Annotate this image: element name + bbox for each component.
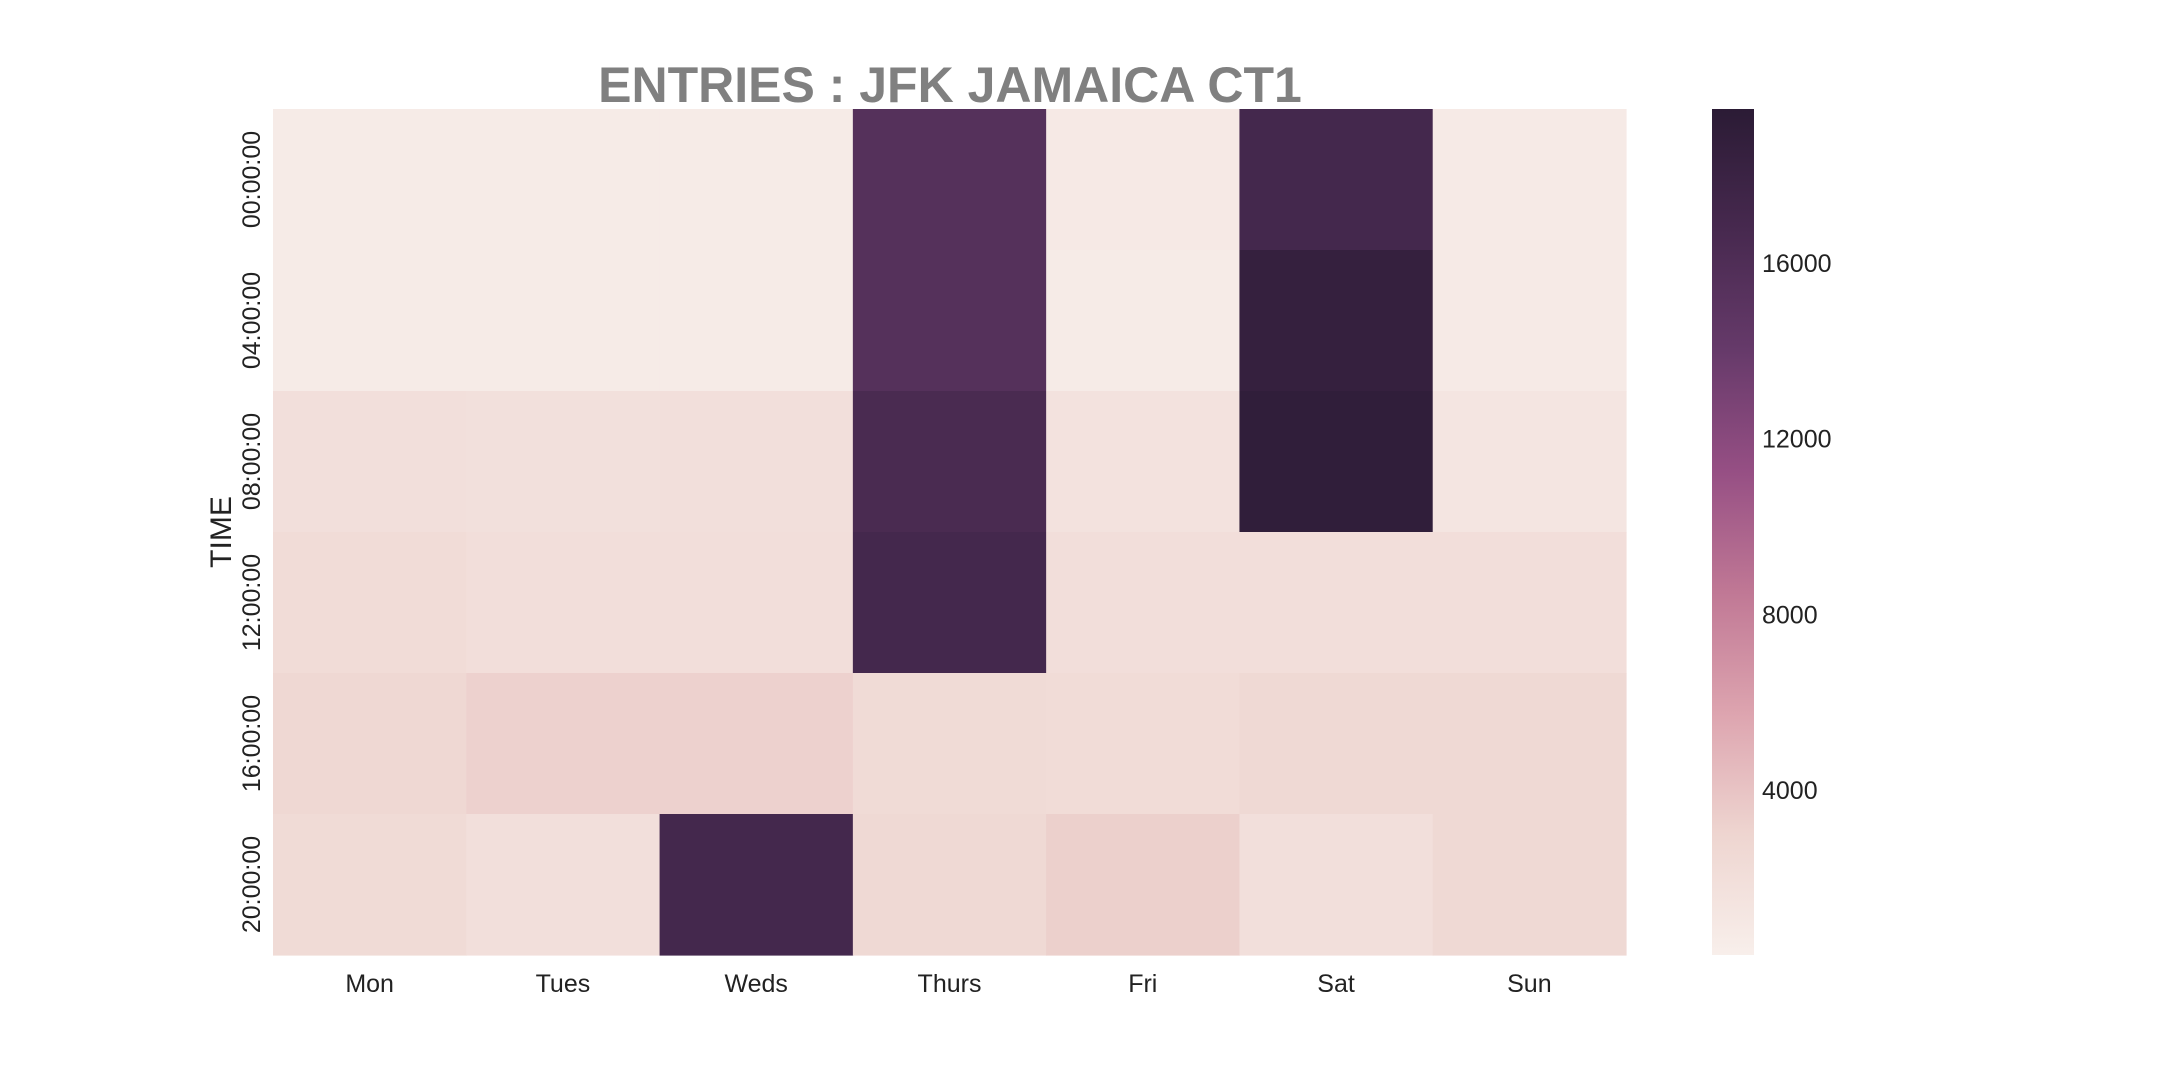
x-tick-label: Tues — [536, 970, 591, 998]
heatmap-cell — [852, 532, 1047, 674]
y-tick-label: 12:00:00 — [238, 554, 266, 651]
heatmap-cell — [852, 109, 1047, 251]
y-tick-label: 20:00:00 — [238, 836, 266, 933]
y-tick-label: 08:00:00 — [238, 413, 266, 510]
heatmap-cell — [273, 109, 467, 251]
heatmap-cell — [466, 250, 661, 392]
heatmap-cell — [1432, 814, 1627, 956]
y-axis-label: TIME — [205, 496, 238, 568]
x-tick-label: Thurs — [918, 970, 982, 998]
heatmap-cell — [466, 109, 661, 251]
x-tick-label: Mon — [345, 970, 394, 998]
heatmap-cell — [273, 250, 467, 392]
heatmap-cell — [659, 673, 854, 815]
x-axis-ticks: Mon Tues Weds Thurs Fri Sat Sun — [345, 970, 1551, 998]
heatmap-cell — [659, 250, 854, 392]
heatmap-cell — [1432, 391, 1627, 533]
heatmap-cell — [659, 391, 854, 533]
colorbar-tick-label: 8000 — [1762, 601, 1818, 629]
heatmap-cells — [273, 109, 1627, 956]
heatmap-cell — [466, 391, 661, 533]
heatmap-cell — [659, 109, 854, 251]
heatmap-cell — [1046, 109, 1241, 251]
heatmap-cell — [1046, 673, 1241, 815]
y-axis-ticks: 00:00:00 04:00:00 08:00:00 12:00:00 16:00:00… — [238, 131, 266, 933]
x-tick-label: Sat — [1317, 970, 1355, 998]
colorbar-tick-label: 16000 — [1762, 250, 1832, 278]
heatmap-cell — [1239, 109, 1434, 251]
heatmap-cell — [1046, 814, 1241, 956]
heatmap-cell — [466, 814, 661, 956]
heatmap-cell — [1239, 250, 1434, 392]
heatmap-cell — [852, 391, 1047, 533]
chart-title: ENTRIES : JFK JAMAICA CT1 — [598, 57, 1302, 113]
heatmap-cell — [1239, 391, 1434, 533]
heatmap-cell — [273, 532, 467, 674]
heatmap-cell — [466, 532, 661, 674]
colorbar-tick-label: 4000 — [1762, 777, 1818, 805]
heatmap-cell — [1432, 532, 1627, 674]
colorbar-ticks: 4000 8000 12000 16000 — [1762, 250, 1832, 805]
heatmap-cell — [1432, 250, 1627, 392]
y-tick-label: 04:00:00 — [238, 272, 266, 369]
heatmap-cell — [1046, 532, 1241, 674]
heatmap-cell — [659, 532, 854, 674]
heatmap-cell — [1046, 391, 1241, 533]
x-tick-label: Sun — [1507, 970, 1551, 998]
heatmap-cell — [1239, 532, 1434, 674]
heatmap-cell — [273, 814, 467, 956]
heatmap-cell — [273, 391, 467, 533]
heatmap-cell — [1432, 109, 1627, 251]
heatmap-cell — [466, 673, 661, 815]
heatmap-cell — [1432, 673, 1627, 815]
colorbar-tick-label: 12000 — [1762, 426, 1832, 454]
heatmap-cell — [852, 673, 1047, 815]
heatmap-cell — [852, 250, 1047, 392]
heatmap-cell — [1239, 673, 1434, 815]
y-tick-label: 00:00:00 — [238, 131, 266, 228]
x-tick-label: Fri — [1128, 970, 1157, 998]
x-tick-label: Weds — [724, 970, 787, 998]
y-tick-label: 16:00:00 — [238, 695, 266, 792]
heatmap-cell — [852, 814, 1047, 956]
colorbar — [1712, 109, 1754, 955]
heatmap-cell — [659, 814, 854, 956]
heatmap-cell — [273, 673, 467, 815]
heatmap-cell — [1046, 250, 1241, 392]
heatmap-cell — [1239, 814, 1434, 956]
